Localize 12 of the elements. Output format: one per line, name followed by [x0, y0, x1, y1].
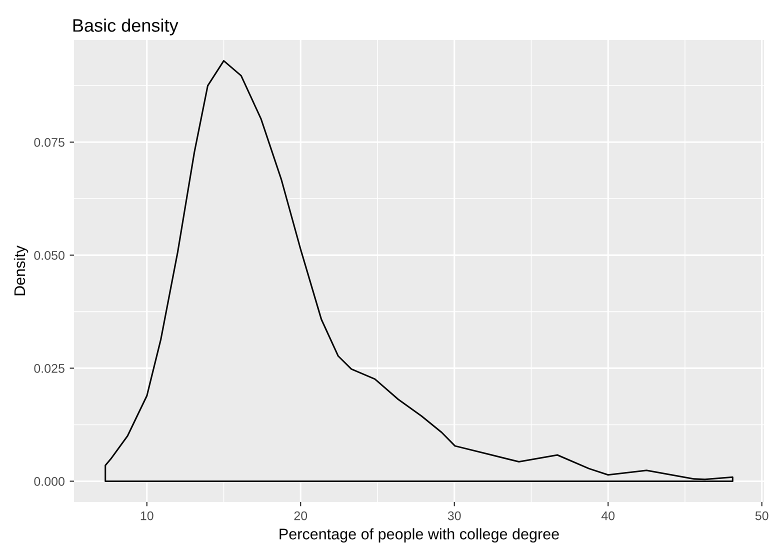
- y-tick-label: 0.050: [34, 250, 64, 260]
- x-tick-label: 30: [448, 511, 461, 520]
- y-tick-label: 0.075: [34, 138, 64, 147]
- x-tick-label: 20: [294, 511, 308, 520]
- chart-title: Basic density: [73, 18, 178, 36]
- y-tick-label: 0.000: [34, 477, 64, 486]
- x-tick-label: 50: [755, 511, 768, 520]
- y-axis-title: Density: [14, 246, 28, 296]
- x-tick-label: 40: [601, 511, 615, 520]
- x-tick-label: 10: [140, 511, 154, 520]
- y-tick-label: 0.025: [34, 364, 64, 373]
- x-axis-title: Percentage of people with college degree: [280, 528, 559, 542]
